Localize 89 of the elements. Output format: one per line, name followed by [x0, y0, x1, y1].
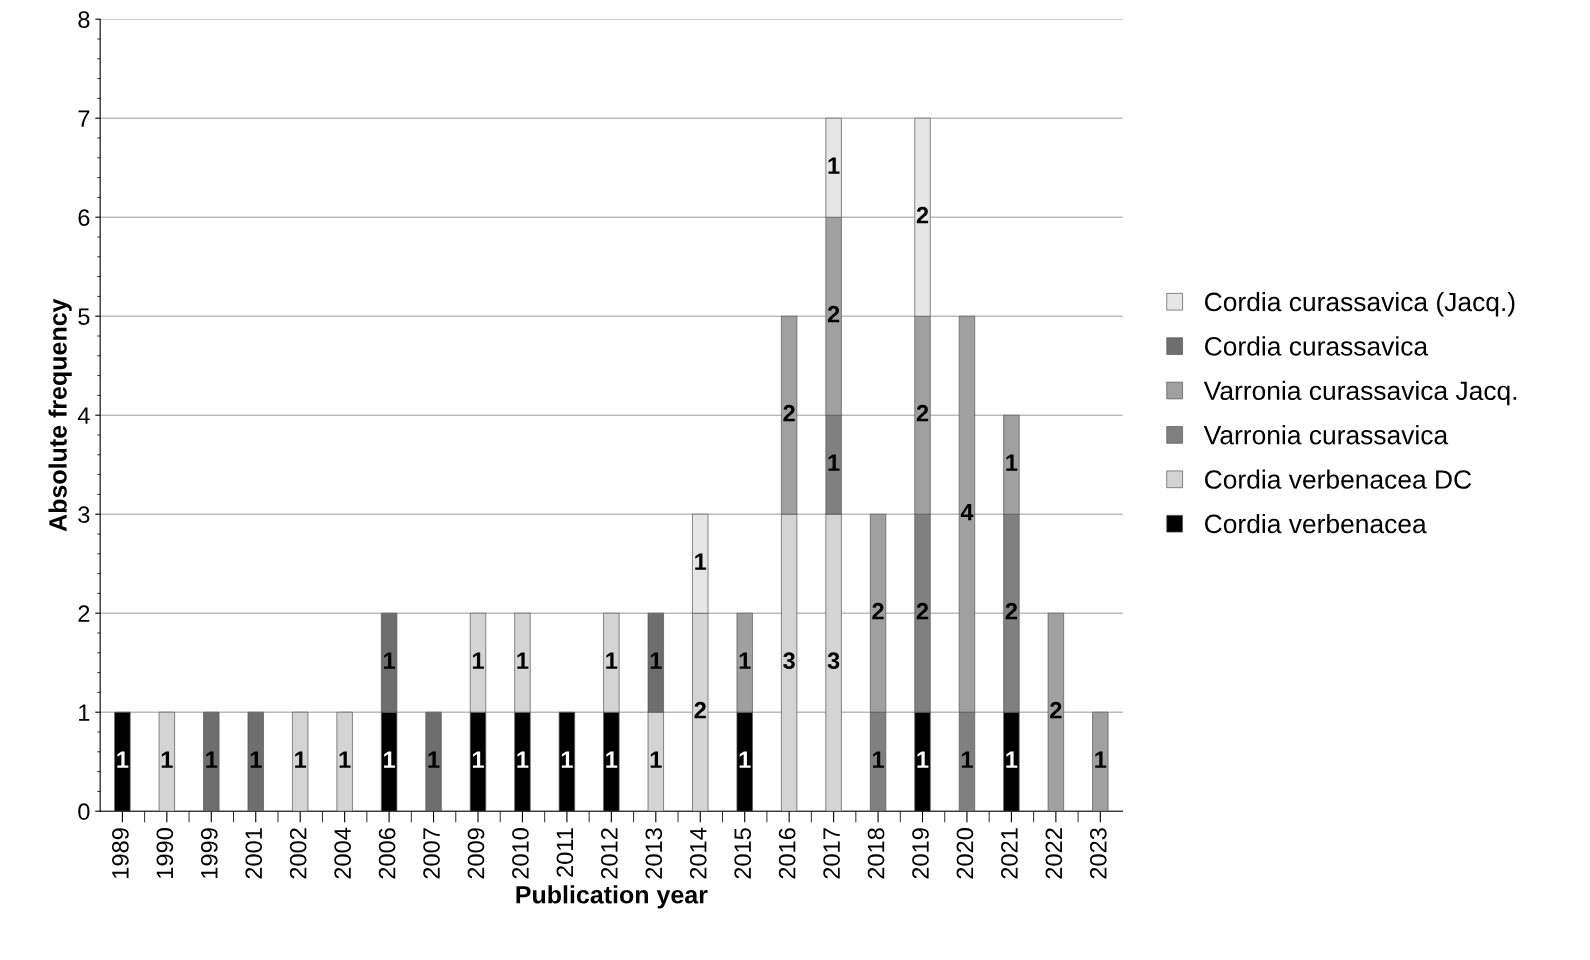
y-tick-label: 2: [78, 605, 90, 622]
legend-label: Cordia verbenacea: [1205, 513, 1427, 534]
y-tick-label: 6: [78, 209, 90, 226]
data-label: 2: [916, 206, 929, 224]
data-label: 1: [917, 751, 929, 768]
data-label: 1: [1095, 751, 1107, 768]
y-tick-label: 0: [78, 803, 90, 820]
data-label: 1: [606, 652, 618, 669]
x-tick-label: 2020: [956, 828, 974, 879]
y-tick-label: 1: [79, 704, 90, 721]
x-tick-label: 2019: [912, 828, 929, 879]
data-label: 1: [384, 652, 396, 669]
data-label: 1: [1006, 454, 1018, 471]
bar: [158, 711, 175, 812]
legend-label: Varronia curassavica Jacq.: [1203, 380, 1517, 406]
legend-label: Cordia verbenacea DC: [1205, 469, 1472, 489]
bar: [292, 711, 309, 812]
data-label: 1: [650, 751, 662, 768]
data-label: 1: [339, 751, 351, 768]
y-tick-label: 3: [78, 506, 90, 523]
data-label: 1: [961, 751, 973, 768]
bar: [1092, 711, 1109, 812]
data-label: 1: [872, 751, 884, 768]
bar: [203, 711, 220, 812]
x-tick-label: 1989: [112, 828, 129, 878]
bar: [1047, 612, 1064, 812]
data-label: 1: [606, 751, 618, 768]
x-tick-label: 2013: [645, 828, 663, 879]
data-label: 1: [828, 454, 840, 471]
y-tick-label: 8: [78, 11, 90, 28]
data-label: 1: [739, 751, 751, 768]
x-tick-label: 2016: [778, 828, 796, 879]
x-tick-label: 2018: [867, 828, 885, 879]
data-label: 1: [250, 751, 262, 768]
data-label: 4: [960, 504, 974, 521]
data-label: 1: [650, 652, 662, 669]
data-label: 2: [783, 404, 795, 422]
bar: [425, 711, 442, 812]
data-label: 1: [472, 652, 484, 669]
legend-label: Cordia curassavica: [1205, 336, 1429, 356]
data-label: 1: [517, 751, 529, 768]
data-label: 1: [295, 751, 307, 768]
x-tick-label: 2007: [423, 828, 440, 879]
data-label: 1: [517, 652, 529, 669]
x-tick-label: 2023: [1089, 828, 1107, 879]
x-tick-label: 2006: [378, 828, 396, 879]
x-tick-label: 2017: [823, 828, 840, 879]
legend-label: Cordia curassavica (Jacq.): [1205, 291, 1515, 317]
data-label: 1: [384, 751, 396, 768]
x-tick-label: 2004: [334, 827, 351, 879]
x-tick-label: 1999: [200, 828, 218, 878]
data-label: 1: [828, 157, 840, 174]
x-tick-label: 2012: [600, 828, 618, 879]
x-tick-label: 2011: [556, 828, 574, 877]
x-tick-label: 2014: [689, 827, 707, 879]
y-tick-label: 4: [77, 407, 90, 424]
data-label: 1: [117, 751, 129, 768]
bar: [336, 711, 353, 812]
y-axis-title: Absolute frequency: [48, 298, 72, 532]
data-label: 2: [1050, 701, 1062, 719]
data-label: 2: [694, 701, 706, 719]
data-label: 1: [695, 553, 707, 570]
data-label: 1: [561, 751, 573, 768]
data-label: 1: [206, 751, 218, 768]
data-label: 3: [827, 652, 840, 670]
x-tick-label: 2015: [734, 828, 752, 879]
x-axis-title: Publication year: [516, 885, 708, 909]
y-tick-label: 7: [78, 110, 90, 127]
data-label: 1: [472, 751, 484, 768]
data-label: 3: [783, 652, 795, 670]
bar: [247, 711, 264, 812]
data-label: 2: [1005, 602, 1018, 620]
legend-label: Varronia curassavica: [1203, 425, 1449, 445]
data-label: 1: [428, 751, 440, 768]
data-label: 2: [916, 602, 929, 620]
data-label: 2: [916, 404, 929, 422]
x-tick-label: 2009: [467, 828, 485, 879]
x-tick-label: 2022: [1045, 828, 1063, 879]
y-tick-label: 5: [78, 308, 90, 325]
x-tick-label: 2010: [512, 828, 529, 879]
x-tick-label: 2001: [245, 828, 263, 879]
x-tick-label: 1990: [156, 828, 174, 878]
data-label: 1: [161, 751, 173, 768]
data-label: 2: [872, 602, 884, 620]
x-tick-label: 2002: [289, 828, 307, 879]
data-label: 2: [827, 305, 840, 323]
data-label: 1: [1006, 751, 1018, 768]
x-tick-label: 2021: [1001, 828, 1018, 879]
data-label: 1: [739, 652, 751, 669]
